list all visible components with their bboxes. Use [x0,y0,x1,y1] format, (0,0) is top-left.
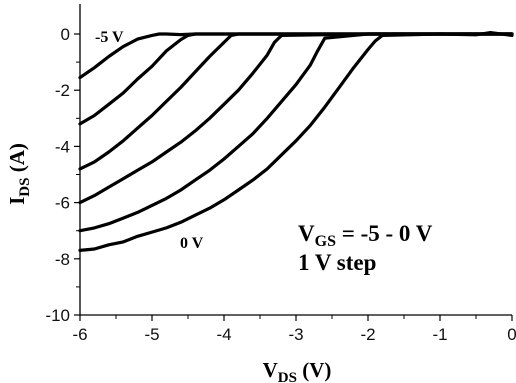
x-tick-label: -1 [432,325,447,344]
x-tick-label: -5 [144,325,159,344]
x-tick-label: -3 [288,325,303,344]
x-axis-title-sub: DS [278,370,297,383]
x-tick-label: 0 [507,325,516,344]
x-axis-title: VDS (V) [263,358,332,383]
x-tick-label: -2 [360,325,375,344]
y-tick-label: -4 [55,137,70,156]
x-axis-title-main: V [263,358,278,382]
axes [79,4,512,316]
annotation-vgs-sub: GS [315,233,336,250]
y-axis-title-sub: DS [17,178,33,197]
y-axis-title-unit: (A) [5,143,29,177]
y-tick-label: -8 [55,250,70,269]
annotation-vgs-main: V [298,221,315,246]
y-tick-label: -6 [55,194,70,213]
x-tick-label: -4 [216,325,231,344]
plot-area [80,4,512,315]
y-axis-title: IDS (A) [5,143,33,205]
annotation-vgs: VGS = -5 - 0 V [298,221,433,250]
y-axis-title-main: I [5,197,29,205]
y-tick-label: 0 [61,25,70,44]
ticks-group: -6 -5 -4 -3 -2 -1 0-10-8-6-4-20 [45,25,516,344]
annotation-top-curve: -5 V [95,29,124,46]
annotation-bottom-curve: 0 V [180,235,204,252]
series-line-4 [78,32,514,205]
annotation-step: 1 V step [298,250,376,275]
x-tick-label: -6 [72,325,87,344]
series-line-6 [78,31,514,252]
series-group [78,31,514,252]
annotation-vgs-text: = -5 - 0 V [336,221,433,246]
y-tick-label: -10 [45,306,70,325]
x-axis-title-unit: (V) [297,358,331,382]
y-tick-label: -2 [55,81,70,100]
series-line-5 [78,32,514,233]
